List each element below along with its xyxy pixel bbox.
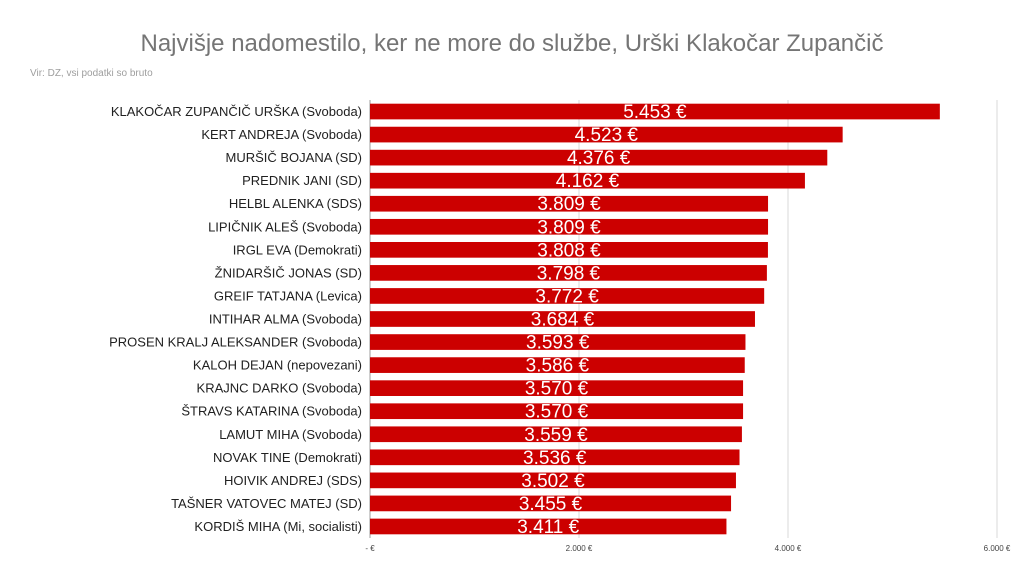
value-label: 3.455 € [519,494,583,515]
category-label: TAŠNER VATOVEC MATEJ (SD) [171,496,362,511]
bar [370,288,765,304]
value-label: 3.809 € [537,217,601,238]
category-label: KRAJNC DARKO (Svoboda) [197,381,362,396]
category-label: HOIVIK ANDREJ (SDS) [224,473,362,488]
category-label: HELBL ALENKA (SDS) [229,196,362,211]
category-label: KLAKOČAR ZUPANČIČ URŠKA (Svoboda) [111,104,362,119]
category-label: GREIF TATJANA (Levica) [214,288,362,303]
bar [370,242,768,258]
chart-subtitle: Vir: DZ, vsi podatki so bruto [30,68,153,79]
value-label: 3.809 € [537,194,601,215]
value-label: 4.162 € [556,171,620,192]
value-label: 4.523 € [575,125,639,146]
bar [370,357,745,373]
x-tick-label: 4.000 € [775,544,802,553]
bar [370,403,744,420]
value-label: 3.411 € [517,517,579,538]
category-label: PROSEN KRALJ ALEKSANDER (Svoboda) [109,335,362,350]
category-label: PREDNIK JANI (SD) [242,173,362,188]
bar [370,334,746,350]
bar [370,195,769,212]
value-label: 3.570 € [525,402,589,423]
x-tick-label: - € [365,544,375,553]
category-label: ŠTRAVS KATARINA (Svoboda) [181,404,362,419]
x-tick-label: 6.000 € [984,544,1011,553]
value-label: 3.570 € [525,379,589,400]
bar [370,518,727,535]
value-label: 3.593 € [526,333,590,354]
category-label: ŽNIDARŠIČ JONAS (SD) [215,265,362,280]
bar [370,103,940,120]
value-label: 3.772 € [535,286,599,307]
category-label: NOVAK TINE (Demokrati) [213,450,362,465]
category-label: IRGL EVA (Demokrati) [233,242,362,257]
bar [370,218,769,235]
bar [370,149,828,166]
category-label: MURŠIČ BOJANA (SD) [225,150,362,165]
value-label: 4.376 € [567,148,631,169]
category-label: KALOH DEJAN (nepovezani) [193,358,362,373]
chart-title: Najvišje nadomestilo, ker ne more do slu… [140,30,884,57]
category-label: LAMUT MIHA (Svoboda) [219,427,362,442]
bar [370,311,755,327]
bar [370,495,732,512]
bar [370,472,736,489]
bar [370,449,740,466]
value-label: 3.586 € [526,356,590,377]
bar [370,265,767,281]
category-label: LIPIČNIK ALEŠ (Svoboda) [208,219,362,234]
bar [370,172,805,189]
value-label: 3.684 € [531,310,595,331]
bar [370,380,744,396]
bar [370,126,843,143]
bar [370,426,742,443]
x-tick-label: 2.000 € [566,544,593,553]
value-label: 5.453 € [623,102,687,123]
value-label: 3.502 € [521,471,585,492]
category-label: INTIHAR ALMA (Svoboda) [209,312,362,327]
value-label: 3.559 € [524,425,588,446]
category-label: KORDIŠ MIHA (Mi, socialisti) [194,519,362,534]
value-label: 3.808 € [537,240,601,261]
category-label: KERT ANDREJA (Svoboda) [201,127,362,142]
value-label: 3.798 € [537,263,601,284]
value-label: 3.536 € [523,448,587,469]
